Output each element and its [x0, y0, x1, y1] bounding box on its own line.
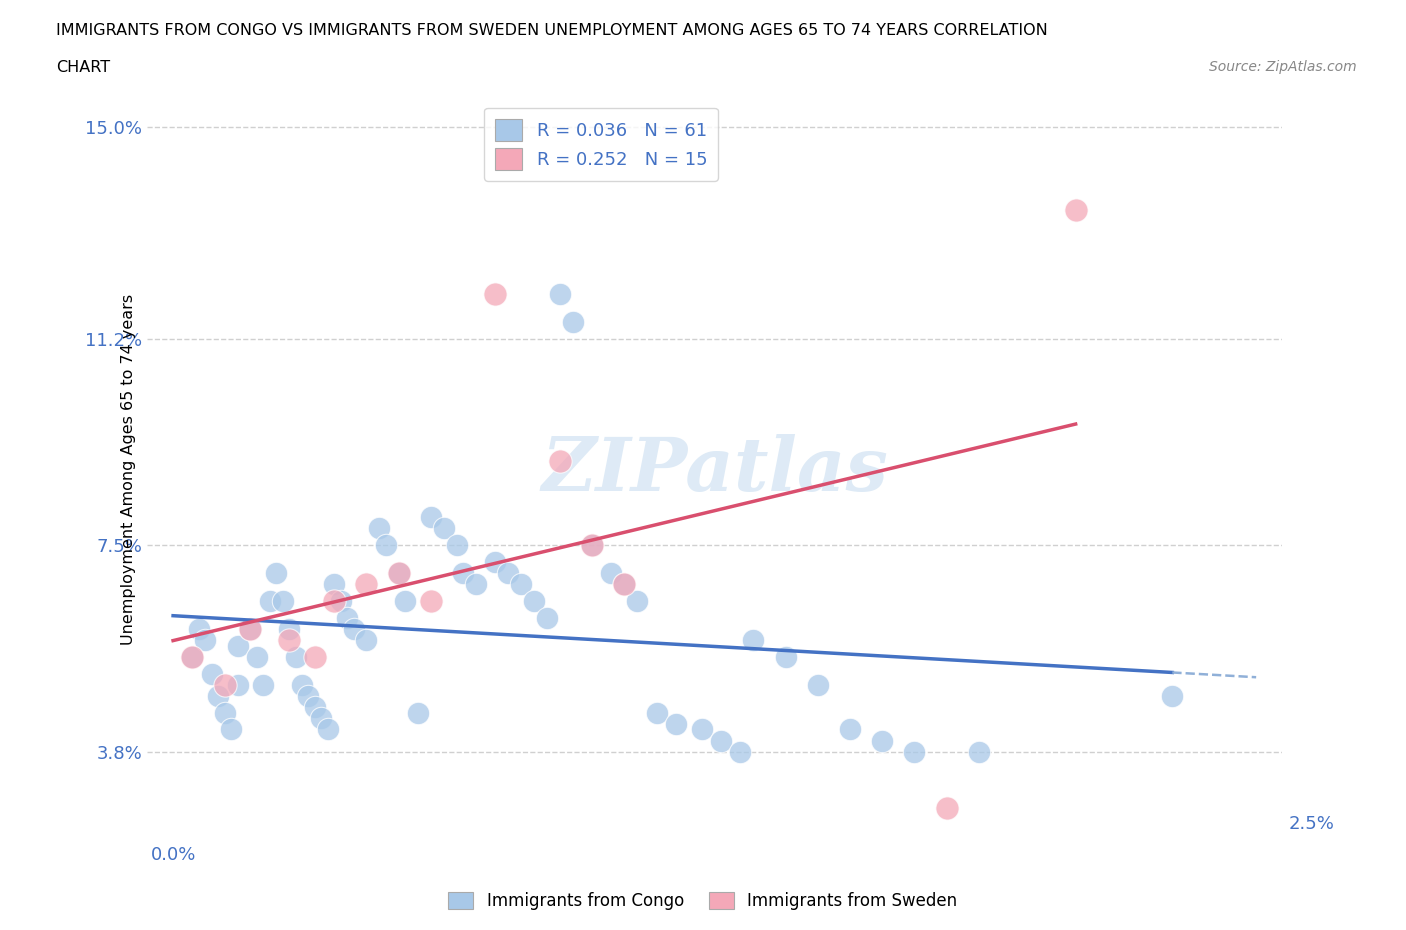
Point: [1161, 688, 1184, 703]
Point: [730, 744, 752, 759]
Point: [181, 649, 204, 664]
Point: [903, 744, 925, 759]
Point: [935, 800, 957, 815]
Point: [259, 593, 281, 608]
Point: [246, 649, 269, 664]
Point: [742, 632, 765, 647]
Point: [581, 538, 603, 552]
Point: [388, 565, 411, 580]
Point: [645, 705, 668, 720]
Point: [342, 621, 364, 636]
Point: [374, 538, 396, 552]
Point: [201, 666, 224, 681]
Point: [323, 593, 346, 608]
Point: [329, 593, 352, 608]
Point: [523, 593, 546, 608]
Text: ZIPatlas: ZIPatlas: [541, 433, 889, 506]
Point: [626, 593, 648, 608]
Point: [581, 538, 603, 552]
Point: [839, 722, 862, 737]
Point: [433, 521, 456, 536]
Legend: R = 0.036   N = 61, R = 0.252   N = 15: R = 0.036 N = 61, R = 0.252 N = 15: [484, 108, 718, 180]
Point: [406, 705, 429, 720]
Point: [239, 621, 262, 636]
Point: [278, 632, 301, 647]
Point: [1064, 203, 1087, 218]
Point: [613, 577, 636, 591]
Point: [181, 649, 204, 664]
Point: [420, 510, 443, 525]
Point: [446, 538, 468, 552]
Point: [304, 699, 326, 714]
Point: [394, 593, 416, 608]
Point: [561, 314, 583, 329]
Point: [214, 705, 236, 720]
Y-axis label: Unemployment Among Ages 65 to 74 years: Unemployment Among Ages 65 to 74 years: [121, 294, 136, 645]
Point: [548, 286, 571, 301]
Point: [207, 688, 229, 703]
Point: [291, 677, 314, 692]
Text: CHART: CHART: [56, 60, 110, 75]
Point: [484, 286, 506, 301]
Point: [311, 711, 333, 725]
Point: [336, 610, 359, 625]
Point: [690, 722, 713, 737]
Point: [510, 577, 533, 591]
Point: [356, 632, 378, 647]
Point: [297, 688, 319, 703]
Text: Source: ZipAtlas.com: Source: ZipAtlas.com: [1209, 60, 1357, 74]
Point: [226, 638, 249, 653]
Point: [214, 677, 236, 692]
Point: [967, 744, 990, 759]
Point: [388, 565, 411, 580]
Point: [323, 577, 346, 591]
Point: [498, 565, 520, 580]
Point: [194, 632, 217, 647]
Point: [665, 716, 688, 731]
Point: [548, 454, 571, 469]
Point: [219, 722, 242, 737]
Point: [613, 577, 636, 591]
Point: [710, 733, 733, 748]
Text: 2.5%: 2.5%: [1289, 816, 1334, 833]
Point: [239, 621, 262, 636]
Point: [368, 521, 391, 536]
Point: [316, 722, 339, 737]
Point: [304, 649, 326, 664]
Point: [420, 593, 443, 608]
Point: [278, 621, 301, 636]
Text: IMMIGRANTS FROM CONGO VS IMMIGRANTS FROM SWEDEN UNEMPLOYMENT AMONG AGES 65 TO 74: IMMIGRANTS FROM CONGO VS IMMIGRANTS FROM…: [56, 23, 1047, 38]
Point: [271, 593, 294, 608]
Point: [252, 677, 274, 692]
Point: [356, 577, 378, 591]
Point: [451, 565, 474, 580]
Point: [264, 565, 287, 580]
Point: [484, 554, 506, 569]
Point: [284, 649, 307, 664]
Point: [465, 577, 488, 591]
Point: [536, 610, 558, 625]
Point: [187, 621, 209, 636]
Legend: Immigrants from Congo, Immigrants from Sweden: Immigrants from Congo, Immigrants from S…: [441, 885, 965, 917]
Point: [600, 565, 623, 580]
Point: [226, 677, 249, 692]
Point: [870, 733, 893, 748]
Point: [775, 649, 797, 664]
Point: [807, 677, 830, 692]
